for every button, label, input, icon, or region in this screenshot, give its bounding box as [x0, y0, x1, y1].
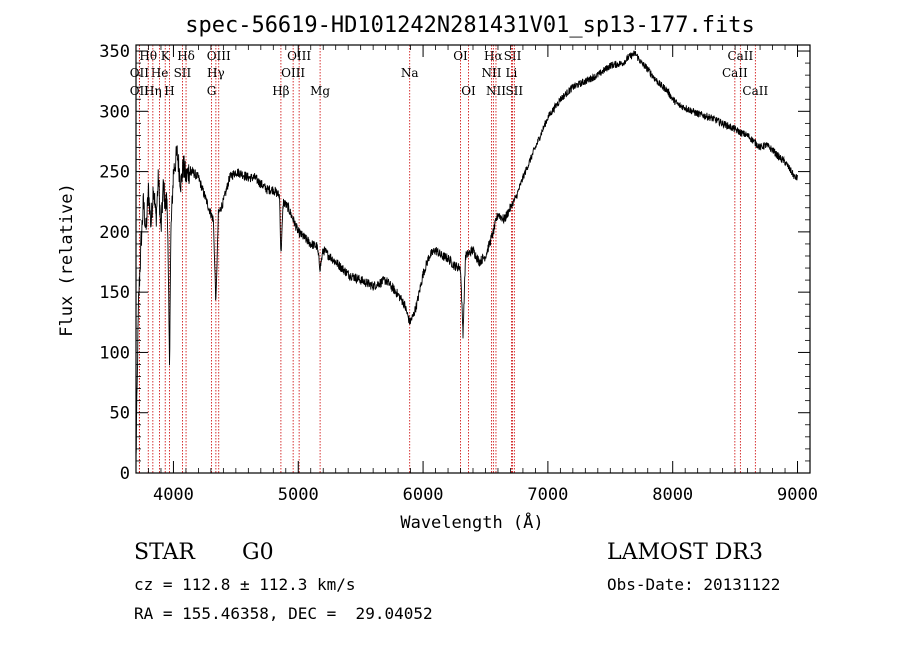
survey-name: LAMOST DR3: [607, 540, 763, 565]
y-tick-label: 350: [99, 42, 130, 62]
spectral-line-label: NII: [486, 84, 506, 98]
y-tick-label: 0: [120, 464, 130, 484]
y-tick-label: 100: [99, 343, 130, 363]
spectral-line-label: G: [207, 84, 217, 98]
y-tick-label: 250: [99, 163, 130, 183]
spectral-line-label: OI: [461, 84, 476, 98]
spectral-line-label: Na: [401, 66, 419, 80]
x-tick-label: 8000: [652, 485, 693, 505]
y-tick-label: 300: [99, 102, 130, 122]
spectral-line-label: Mg: [310, 84, 330, 98]
x-tick-label: 9000: [777, 485, 818, 505]
x-axis-ticks: 4000 5000 6000 7000 8000 9000: [135, 45, 818, 505]
spectral-line-label: NII: [481, 66, 501, 80]
spectral-line-label: Li: [506, 66, 518, 80]
spectral-line-label: SII: [504, 49, 522, 63]
spectral-line-label: K: [161, 49, 171, 63]
spectral-line-label: OIII: [287, 49, 311, 63]
object-subclass: G0: [242, 540, 274, 565]
y-tick-label: 150: [99, 283, 130, 303]
redshift-cz: cz = 112.8 ± 112.3 km/s: [134, 575, 356, 594]
y-tick-label: 50: [110, 404, 130, 424]
x-tick-label: 5000: [278, 485, 319, 505]
spectral-line-label: OIII: [207, 49, 231, 63]
spectral-line-label: Hβ: [272, 84, 289, 98]
spectral-line-label: CaII: [727, 49, 753, 63]
spectral-line-label: OI: [453, 49, 468, 63]
spectrum-series: [135, 50, 798, 457]
spectral-line-label: CaII: [722, 66, 748, 80]
y-axis-ticks: 0 50 100 150 200 250 300 350: [99, 42, 810, 484]
spectral-line-label: OIII: [281, 66, 305, 80]
y-axis-label: Flux (relative): [57, 183, 77, 337]
spectral-line-label: Hδ: [177, 49, 195, 63]
obs-date: Obs-Date: 20131122: [607, 575, 781, 594]
spectral-line-label: CaII: [742, 84, 768, 98]
spectrum-line: [135, 50, 798, 457]
chart-title: spec-56619-HD101242N281431V01_sp13-177.f…: [185, 13, 755, 38]
spectral-line-label: Hγ: [207, 66, 225, 80]
spectral-line-label: Hη: [144, 84, 162, 98]
object-class: STAR: [134, 540, 195, 565]
spectral-line-label: SII: [505, 84, 523, 98]
x-tick-label: 6000: [403, 485, 444, 505]
spectral-line-label: He: [151, 66, 169, 80]
spectral-line-label: SII: [174, 66, 192, 80]
ra-dec: RA = 155.46358, DEC = 29.04052: [134, 604, 433, 623]
spectral-line-label: H: [164, 84, 174, 98]
x-tick-label: 7000: [527, 485, 568, 505]
y-tick-label: 200: [99, 223, 130, 243]
spectral-line-label: OII: [130, 84, 150, 98]
x-axis-label: Wavelength (Å): [400, 511, 543, 533]
x-tick-label: 4000: [153, 485, 194, 505]
spectral-line-label: Hα: [484, 49, 503, 63]
plot-frame: [135, 44, 811, 474]
